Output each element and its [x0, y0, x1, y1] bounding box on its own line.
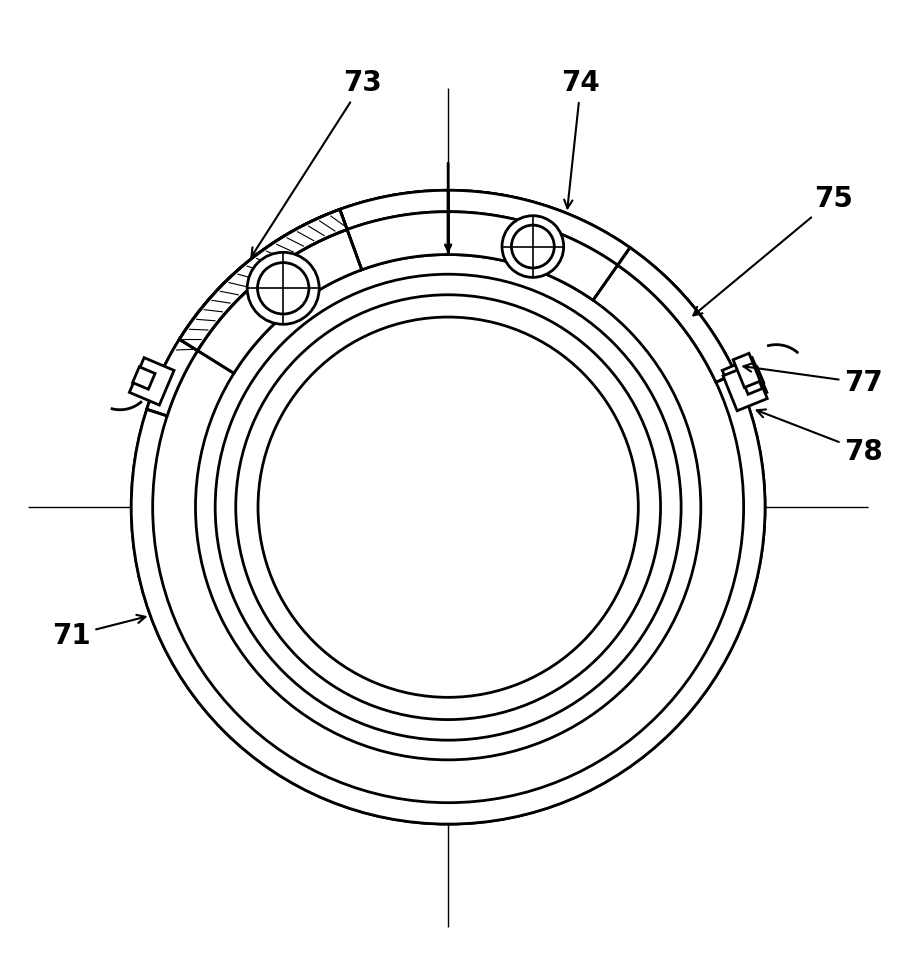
Circle shape	[512, 225, 554, 268]
Polygon shape	[741, 367, 763, 389]
Polygon shape	[723, 364, 767, 411]
Polygon shape	[618, 247, 736, 382]
Circle shape	[236, 295, 660, 719]
Circle shape	[215, 274, 681, 741]
Polygon shape	[147, 339, 197, 416]
Polygon shape	[129, 357, 174, 405]
Polygon shape	[133, 367, 155, 389]
Polygon shape	[197, 229, 361, 374]
Text: 78: 78	[757, 409, 883, 465]
Text: 73: 73	[252, 69, 382, 256]
Text: 75: 75	[693, 185, 853, 316]
Circle shape	[131, 191, 765, 824]
Circle shape	[257, 263, 309, 314]
Circle shape	[215, 274, 681, 741]
Polygon shape	[448, 212, 618, 300]
Polygon shape	[733, 353, 761, 387]
Circle shape	[258, 317, 638, 697]
Polygon shape	[180, 209, 347, 351]
Circle shape	[153, 212, 744, 803]
Circle shape	[195, 254, 701, 760]
Circle shape	[258, 317, 638, 697]
Polygon shape	[742, 375, 762, 394]
Circle shape	[236, 295, 660, 719]
Polygon shape	[448, 191, 630, 265]
Circle shape	[153, 212, 744, 803]
Circle shape	[247, 252, 319, 325]
Polygon shape	[722, 357, 767, 405]
Circle shape	[131, 191, 765, 824]
Text: 77: 77	[743, 363, 883, 397]
Text: 71: 71	[52, 614, 146, 650]
Polygon shape	[340, 191, 448, 229]
Circle shape	[502, 216, 563, 277]
Polygon shape	[180, 209, 347, 351]
Text: 74: 74	[561, 69, 600, 208]
Polygon shape	[347, 212, 448, 270]
Circle shape	[195, 254, 701, 760]
